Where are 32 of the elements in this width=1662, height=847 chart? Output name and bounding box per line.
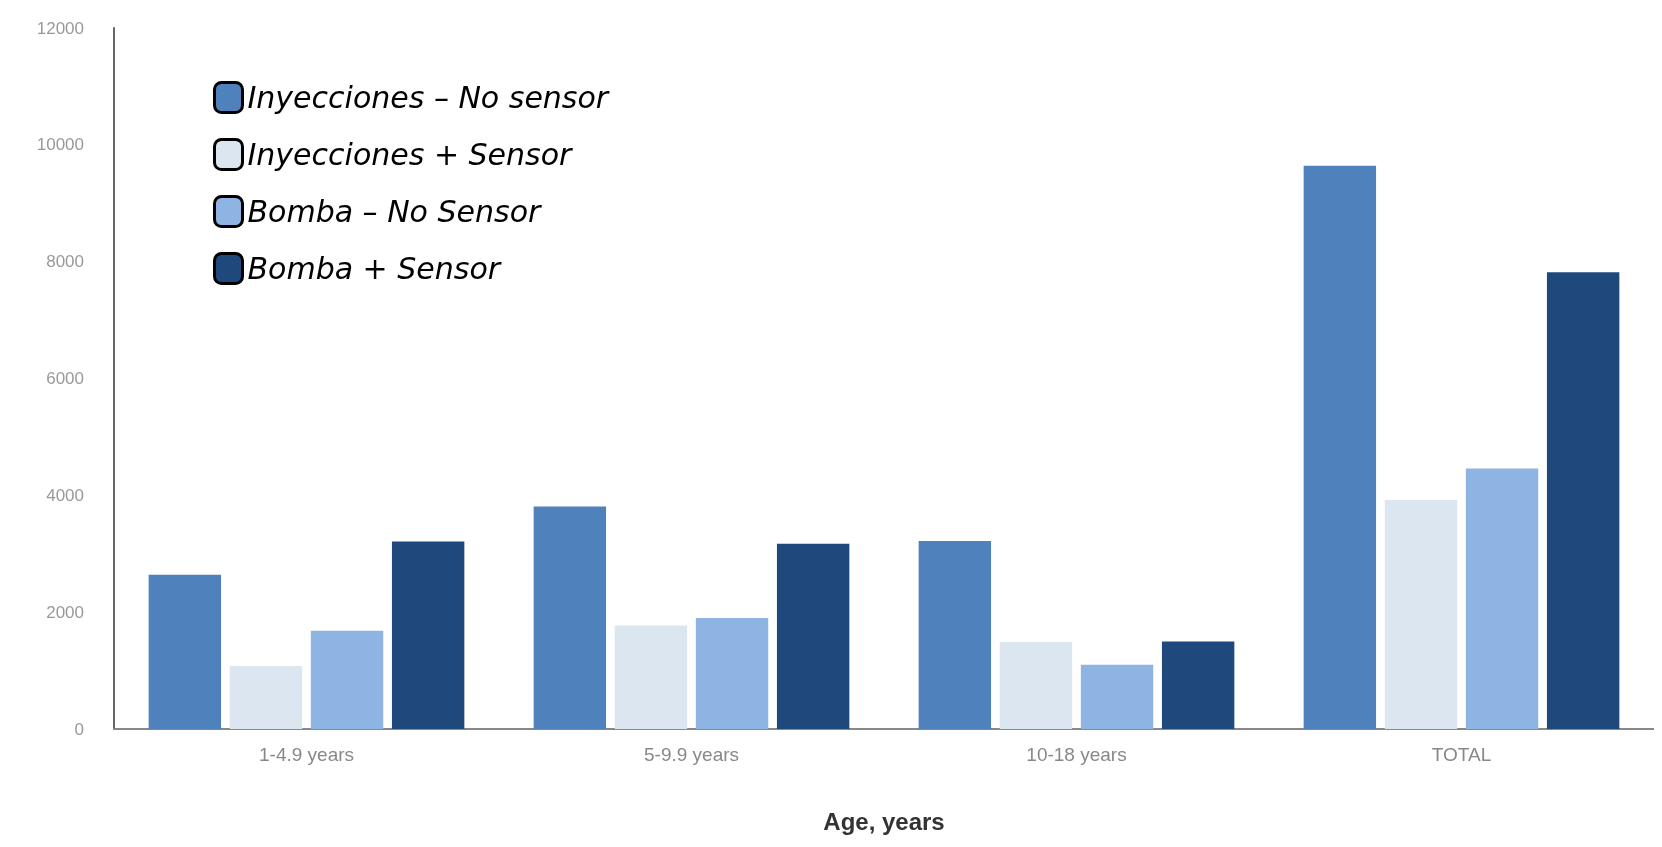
legend-label: Inyecciones – No sensor (247, 80, 610, 115)
bar (695, 618, 769, 729)
y-tick-label: 12000 (36, 18, 84, 38)
bar (1303, 165, 1377, 729)
x-tick-label: 10-18 years (1026, 744, 1127, 765)
x-axis-title: Age, years (823, 807, 945, 835)
bar (1080, 664, 1154, 729)
bar (229, 665, 303, 729)
bar (310, 630, 384, 729)
bar (999, 641, 1073, 729)
legend-label: Inyecciones + Sensor (247, 137, 574, 172)
bar (533, 506, 607, 729)
x-tick-label: TOTAL (1431, 744, 1492, 765)
y-tick-label: 10000 (36, 135, 84, 155)
y-tick-label: 6000 (46, 369, 84, 388)
bar (614, 625, 688, 729)
bar (391, 541, 465, 729)
bar (918, 540, 992, 729)
bar (1161, 641, 1235, 729)
bar (1465, 468, 1539, 729)
legend-label: Bomba + Sensor (247, 251, 502, 286)
bar (776, 543, 850, 729)
x-tick-label: 5-9.9 years (643, 744, 740, 765)
bar (1546, 272, 1620, 729)
bar (1384, 500, 1458, 729)
bar (148, 574, 222, 729)
y-tick-label: 8000 (46, 252, 84, 272)
y-tick-label: 0 (74, 719, 84, 739)
y-tick-label: 4000 (46, 485, 84, 505)
y-tick-label: 2000 (46, 602, 84, 622)
legend-label: Bomba – No Sensor (247, 194, 542, 229)
x-tick-label: 1-4.9 years (258, 744, 355, 765)
